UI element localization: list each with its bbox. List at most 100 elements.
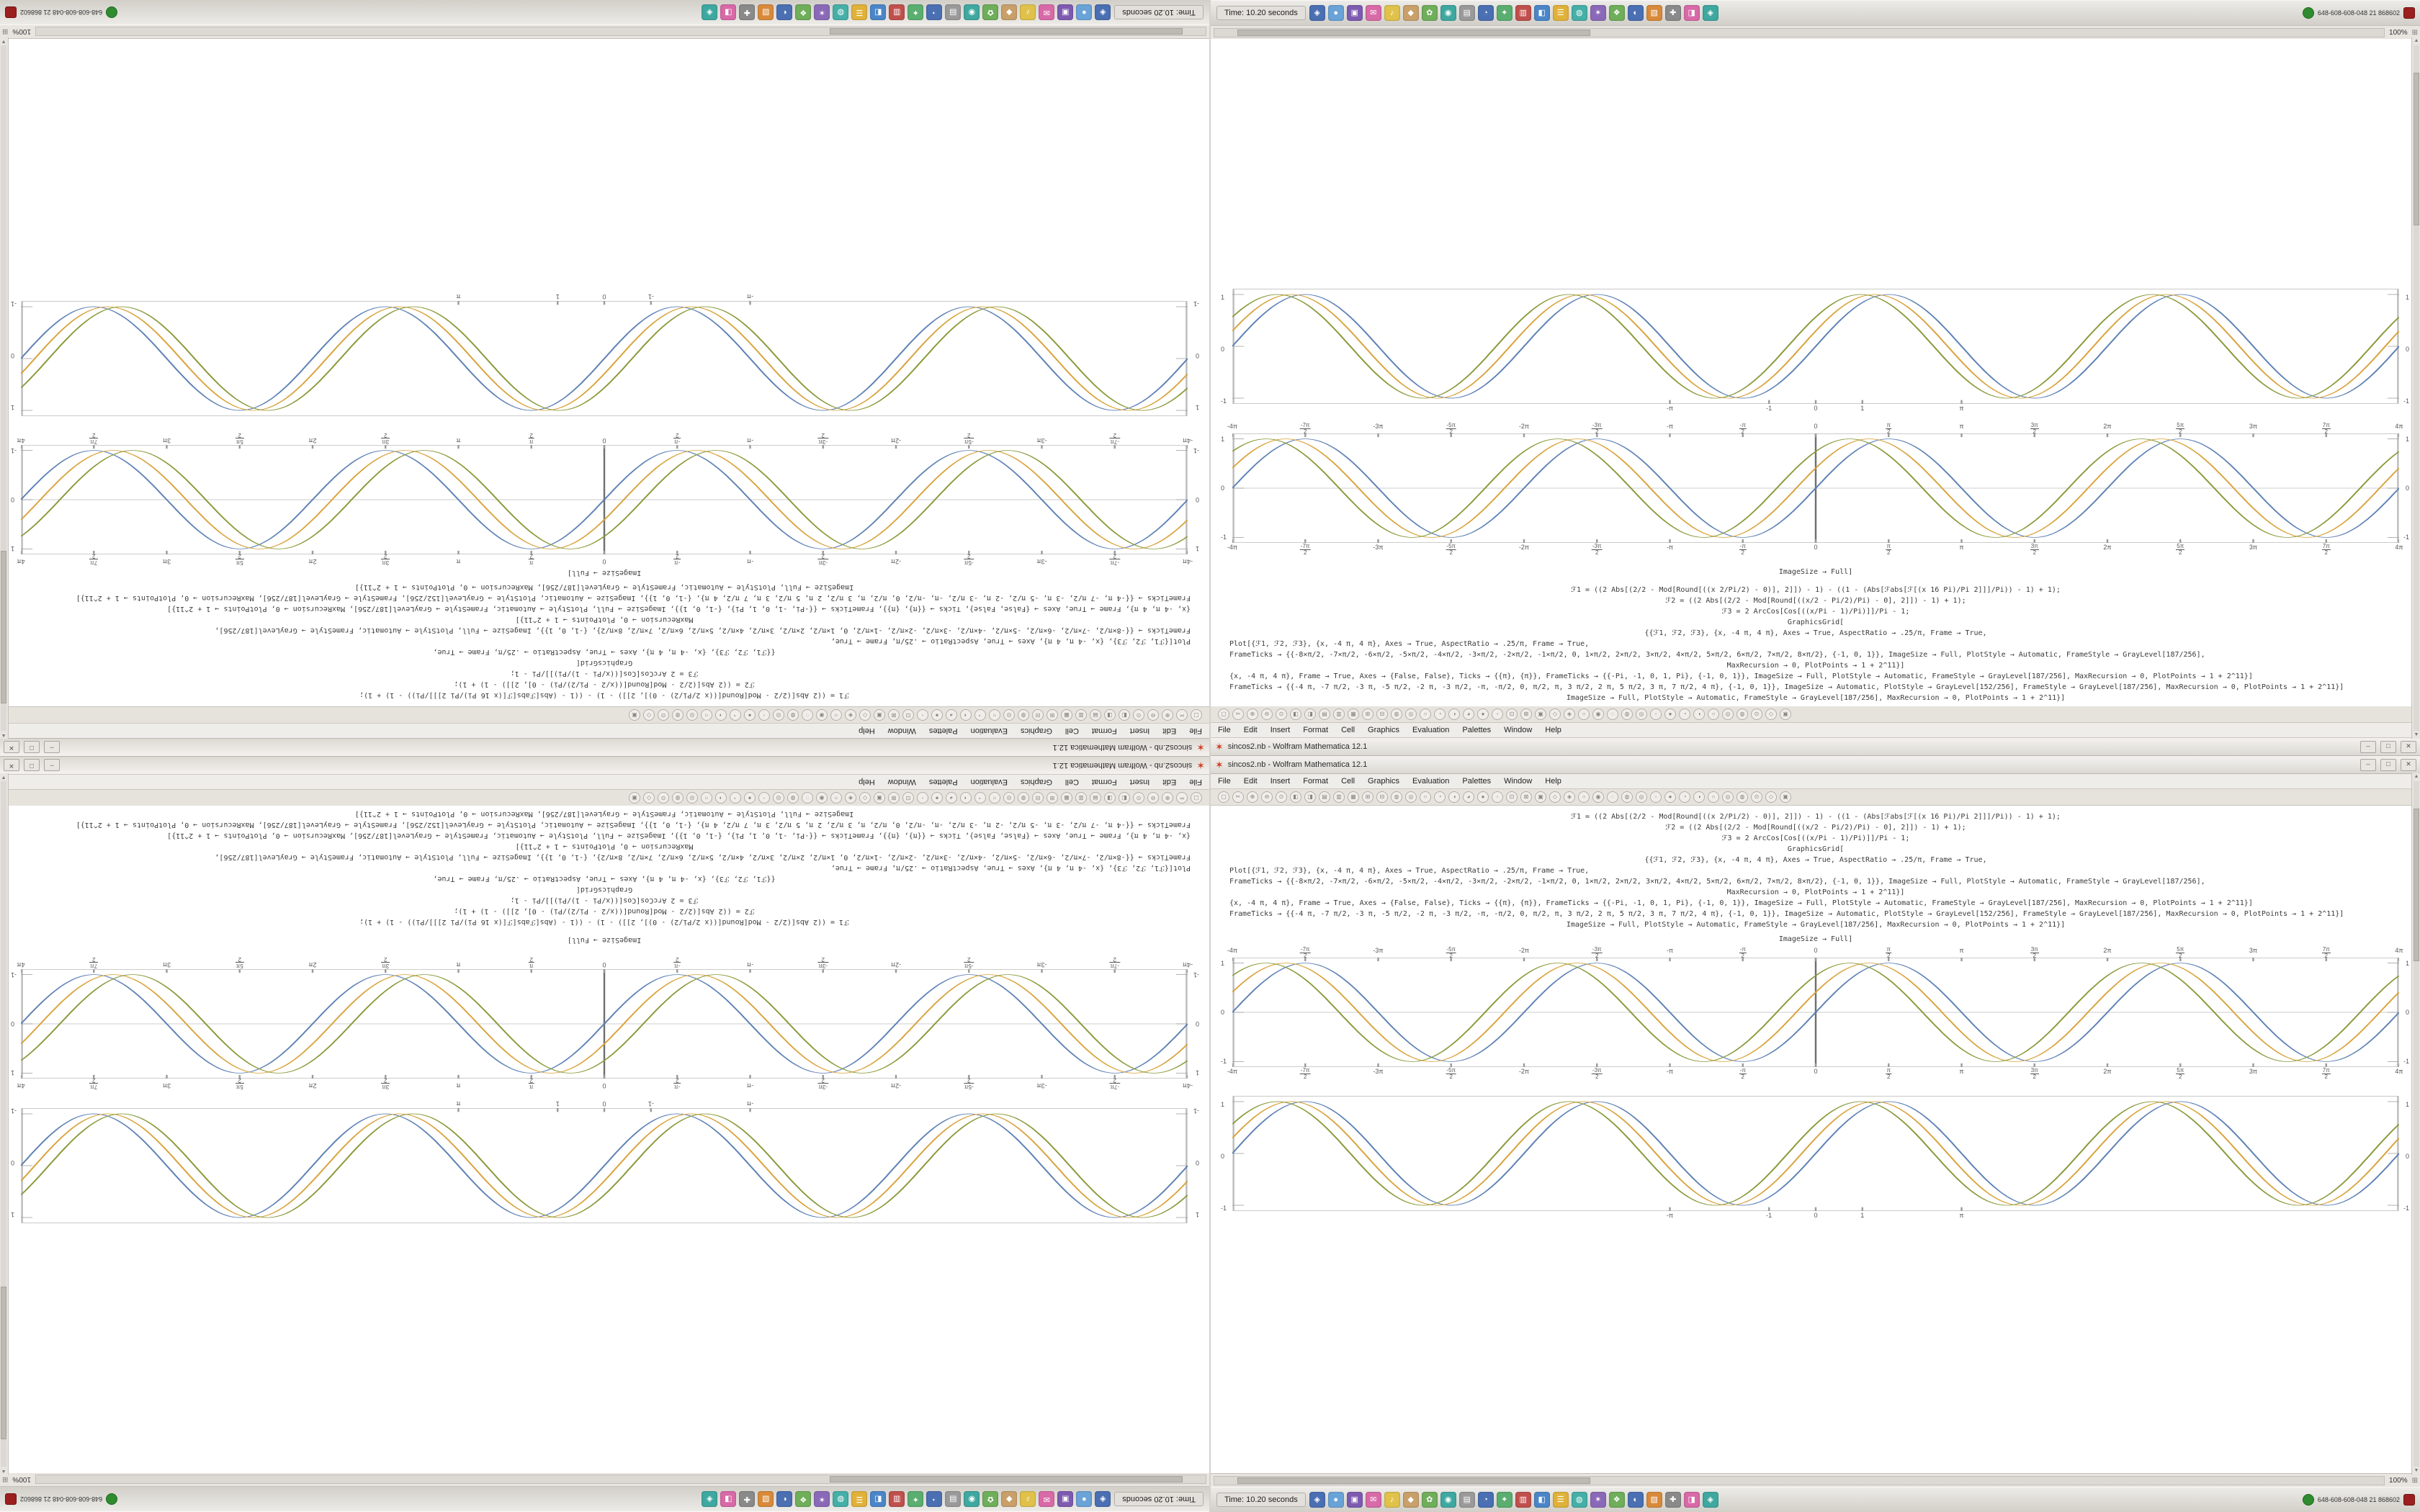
close-button[interactable]: ✕ (4, 759, 19, 772)
toolbar-icon-37[interactable]: ◍ (672, 709, 684, 721)
taskbar-app-10[interactable]: ◔ (1477, 1492, 1494, 1508)
taskbar-app-20[interactable]: ✚ (739, 1491, 756, 1507)
toolbar-icon-22[interactable]: ⊠ (888, 792, 900, 804)
toolbar-icon-24[interactable]: ◇ (1549, 791, 1561, 803)
menu-bar[interactable]: File Edit Insert Format Cell Graphics Evaluati… (1211, 774, 2420, 789)
menu-item-insert[interactable]: Insert (1270, 726, 1291, 734)
tray-red-badge-icon[interactable] (5, 6, 17, 18)
taskbar-app-6[interactable]: ◆ (1402, 1492, 1419, 1508)
toolbar-icon-8[interactable]: ▤ (1319, 791, 1330, 803)
menu-item-help[interactable]: Help (859, 726, 875, 735)
vertical-scrollbar[interactable]: ▲ ▼ (0, 773, 9, 1475)
toolbar-icon-3[interactable]: ⊕ (1247, 791, 1258, 803)
menu-item-format[interactable]: Format (1091, 726, 1117, 735)
menu-item-file[interactable]: File (1218, 726, 1231, 734)
toolbar-icon-12[interactable]: ⊟ (1376, 708, 1388, 720)
taskbar-app-6[interactable]: ◆ (1402, 5, 1419, 21)
toolbar-icon-34[interactable]: ◑ (715, 792, 727, 804)
window-titlebar[interactable]: ✶ sincos2.nb - Wolfram Mathematica 12.1 … (0, 738, 1209, 756)
menu-item-graphics[interactable]: Graphics (1020, 726, 1052, 735)
menu-item-window[interactable]: Window (1504, 726, 1533, 734)
toolbar-icon-20[interactable]: ◦ (917, 792, 928, 804)
toolbar-icon-35[interactable]: ○ (1708, 791, 1719, 803)
menu-item-window[interactable]: Window (887, 778, 916, 786)
toolbar-icon-16[interactable]: ◔ (974, 792, 986, 804)
taskbar-app-21[interactable]: ◨ (1683, 1492, 1700, 1508)
toolbar-icon-34[interactable]: ◑ (715, 709, 727, 721)
scroll-up-arrow-icon[interactable]: ▲ (2414, 774, 2419, 779)
taskbar-app-14[interactable]: ☰ (851, 1491, 868, 1507)
minimize-button[interactable]: – (44, 759, 60, 772)
toolbar-icon-3[interactable]: ⊕ (1162, 792, 1173, 804)
resize-grip-icon[interactable]: ⊞ (2411, 28, 2418, 37)
scroll-down-arrow-icon[interactable]: ▼ (2414, 1468, 2419, 1473)
taskbar-app-4[interactable]: ✉ (1365, 1492, 1381, 1508)
toolbar-icon-25[interactable]: ◈ (1564, 708, 1575, 720)
toolbar-icon-13[interactable]: ◍ (1391, 708, 1402, 720)
menu-bar[interactable]: File Edit Insert Format Cell Graphics Evaluati… (0, 723, 1209, 738)
toolbar-icon-7[interactable]: ◨ (1304, 791, 1316, 803)
taskbar-app-21[interactable]: ◨ (720, 1491, 737, 1507)
menu-item-format[interactable]: Format (1303, 777, 1329, 786)
toolbar-icon-7[interactable]: ◨ (1304, 708, 1316, 720)
toolbar-icon-13[interactable]: ◍ (1391, 791, 1402, 803)
toolbar-icon-28[interactable]: ◌ (1607, 791, 1618, 803)
toolbar-icon-39[interactable]: ◇ (643, 709, 655, 721)
menu-bar[interactable]: File Edit Insert Format Cell Graphics Evaluati… (0, 774, 1209, 789)
toolbar-icon-38[interactable]: ⊙ (1751, 708, 1762, 720)
close-button[interactable]: ✕ (2401, 758, 2416, 771)
toolbar-icon-39[interactable]: ◇ (1765, 791, 1777, 803)
toolbar-icon-2[interactable]: ✂ (1232, 708, 1244, 720)
toolbar-icon-16[interactable]: ◔ (1434, 791, 1446, 803)
vertical-scrollbar-thumb[interactable] (1, 1287, 6, 1439)
toolbar-icon-1[interactable]: ▢ (1191, 709, 1202, 721)
taskbar-app-7[interactable]: ✿ (1421, 1492, 1438, 1508)
toolbar-icon-16[interactable]: ◔ (1434, 708, 1446, 720)
toolbar-icon-29[interactable]: ◍ (1621, 708, 1633, 720)
toolbar-icon-19[interactable]: ● (1477, 791, 1489, 803)
tray-red-badge-icon[interactable] (5, 1493, 17, 1505)
taskbar-app-22[interactable]: ◈ (1702, 5, 1718, 21)
toolbar-icon-5[interactable]: ⊙ (1276, 791, 1287, 803)
toolbar-icon-12[interactable]: ⊟ (1376, 791, 1388, 803)
toolbar-icon-7[interactable]: ◨ (1104, 709, 1116, 721)
menu-item-file[interactable]: File (1189, 778, 1202, 786)
toolbar-icon-5[interactable]: ⊙ (1133, 709, 1144, 721)
toolbar-icon-31[interactable]: ◦ (758, 792, 770, 804)
toolbar-icon-40[interactable]: ▣ (629, 709, 640, 721)
vertical-scrollbar[interactable]: ▲ ▼ (0, 37, 9, 739)
toolbar-icon-36[interactable]: ◎ (686, 792, 698, 804)
taskbar-app-6[interactable]: ◆ (1001, 1491, 1018, 1507)
taskbar-app-9[interactable]: ▤ (1458, 5, 1475, 21)
toolbar-icon-6[interactable]: ◧ (1119, 792, 1130, 804)
toolbar-icon-35[interactable]: ○ (701, 709, 712, 721)
menu-item-cell[interactable]: Cell (1065, 726, 1079, 735)
toolbar-icon-36[interactable]: ◎ (1722, 791, 1734, 803)
toolbar-icon-34[interactable]: ◑ (1693, 791, 1705, 803)
toolbar-icon-19[interactable]: ● (931, 709, 943, 721)
taskbar-app-13[interactable]: ◧ (1533, 1492, 1550, 1508)
taskbar-app-19[interactable]: ▧ (758, 1491, 774, 1507)
taskbar-app-9[interactable]: ▤ (945, 1491, 962, 1507)
horizontal-scrollbar[interactable] (1214, 1475, 2385, 1485)
toolbar-icon-40[interactable]: ▣ (1780, 791, 1791, 803)
toolbar-icon-18[interactable]: ◕ (1463, 791, 1474, 803)
maximize-button[interactable]: □ (2380, 740, 2396, 753)
taskbar-app-9[interactable]: ▤ (1458, 1492, 1475, 1508)
toolbar-icon-31[interactable]: ◦ (1650, 791, 1662, 803)
toolbar-icon-26[interactable]: ○ (830, 792, 842, 804)
menu-item-evaluation[interactable]: Evaluation (970, 778, 1008, 786)
toolbar-icon-8[interactable]: ▤ (1319, 708, 1330, 720)
menu-bar[interactable]: File Edit Insert Format Cell Graphics Evaluati… (1211, 723, 2420, 738)
taskbar-app-7[interactable]: ✿ (982, 4, 999, 20)
horizontal-scrollbar[interactable] (35, 27, 1206, 37)
toolbar-icon-15[interactable]: ○ (989, 709, 1000, 721)
toolbar-icon-1[interactable]: ▢ (1218, 791, 1229, 803)
toolbar-icon-1[interactable]: ▢ (1191, 792, 1202, 804)
toolbar-icon-20[interactable]: ◦ (1492, 791, 1503, 803)
taskbar-app-22[interactable]: ◈ (702, 4, 718, 20)
toolbar-icon-18[interactable]: ◕ (1463, 708, 1474, 720)
toolbar-icon-8[interactable]: ▤ (1090, 709, 1101, 721)
taskbar-app-4[interactable]: ✉ (1039, 1491, 1055, 1507)
toolbar-icon-36[interactable]: ◎ (1722, 708, 1734, 720)
